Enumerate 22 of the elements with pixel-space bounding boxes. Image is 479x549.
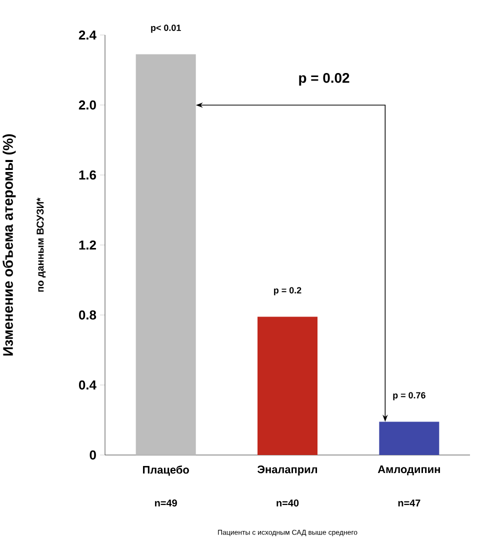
text: n=40 xyxy=(276,499,299,507)
y-axis-title: Изменение объема атеромы (%) xyxy=(2,134,16,356)
x-tick-label: Плацебо xyxy=(143,466,189,476)
bar xyxy=(136,54,196,455)
y-tick-label: 1.6 xyxy=(79,170,96,180)
x-tick-label: Амлодипин xyxy=(378,466,440,476)
y-tick-label: 2.0 xyxy=(78,100,96,110)
text: n=47 xyxy=(398,500,420,506)
annotation: p = 0.76 xyxy=(393,392,426,400)
text: по данным ВСУЗИ* xyxy=(36,198,46,292)
annotation: p< 0.01 xyxy=(151,24,181,33)
y-tick-label: 2.4 xyxy=(78,30,96,40)
annotation: p = 0.2 xyxy=(274,287,302,296)
text: n=49 xyxy=(154,499,177,507)
y-tick-label: 0 xyxy=(90,450,96,460)
y-tick-label: 0.8 xyxy=(78,310,96,320)
bar xyxy=(379,422,440,455)
y-tick-label: 1.2 xyxy=(79,240,96,250)
x-tick-label: Эналаприл xyxy=(257,466,318,476)
bar xyxy=(258,316,318,455)
y-tick-label: 0.4 xyxy=(78,380,96,390)
annotation: p = 0.02 xyxy=(299,72,350,86)
